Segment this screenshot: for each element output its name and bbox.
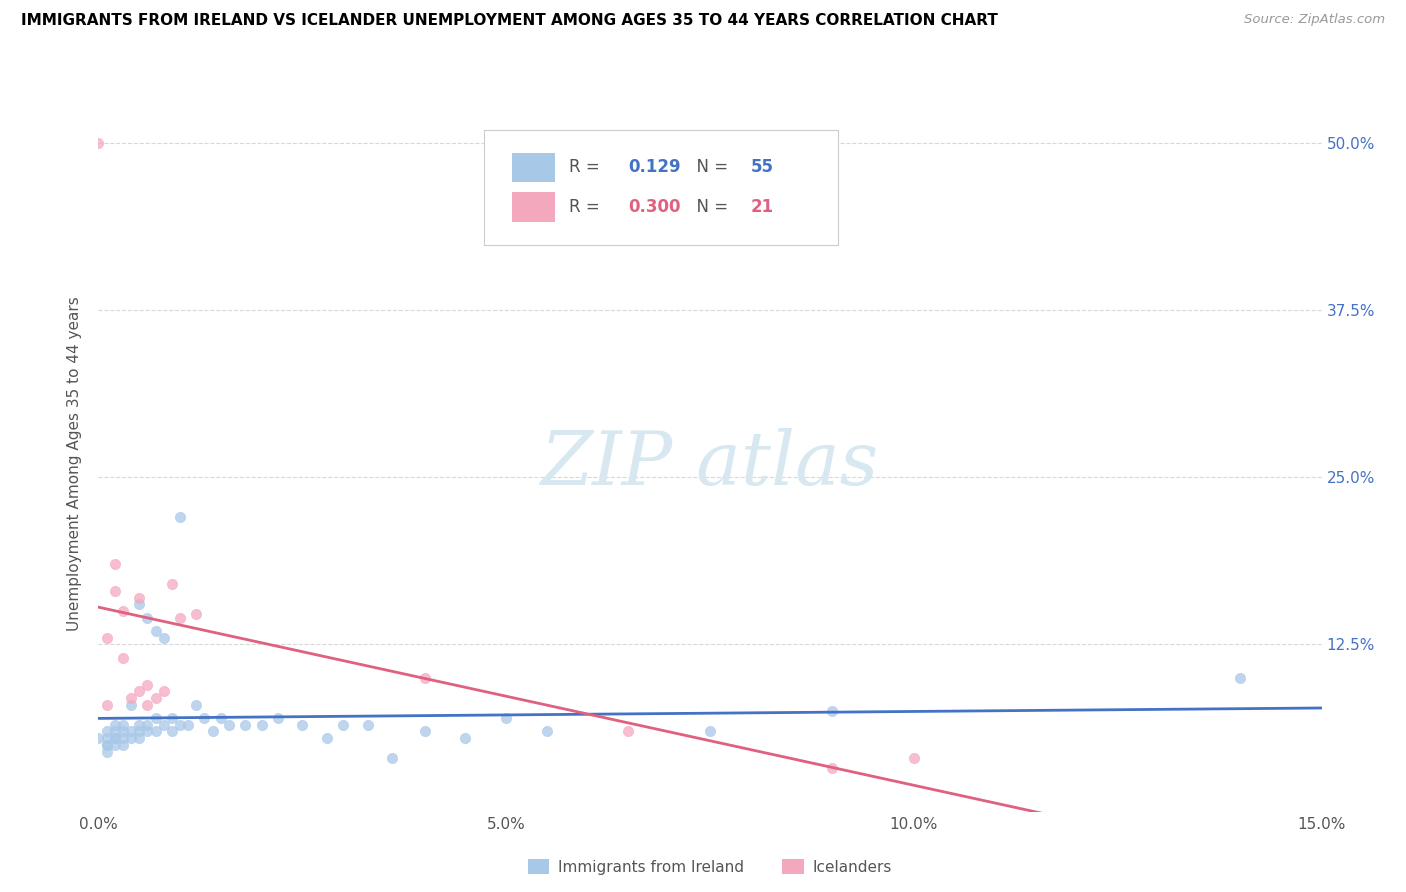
Point xyxy=(128,717,150,731)
Point xyxy=(315,731,337,746)
Point xyxy=(177,717,200,731)
Point xyxy=(111,604,134,618)
Point xyxy=(186,698,208,712)
Text: IMMIGRANTS FROM IRELAND VS ICELANDER UNEMPLOYMENT AMONG AGES 35 TO 44 YEARS CORR: IMMIGRANTS FROM IRELAND VS ICELANDER UNE… xyxy=(21,13,998,29)
Text: 21: 21 xyxy=(751,198,773,216)
Point xyxy=(152,631,174,645)
Text: R =: R = xyxy=(569,198,606,216)
Point xyxy=(821,705,844,719)
Point xyxy=(120,698,142,712)
Point xyxy=(111,724,134,739)
Point xyxy=(104,724,127,739)
FancyBboxPatch shape xyxy=(512,193,555,222)
Point xyxy=(152,717,174,731)
Point xyxy=(145,711,167,725)
Point xyxy=(413,724,436,739)
Text: N =: N = xyxy=(686,159,733,177)
Legend: Immigrants from Ireland, Icelanders: Immigrants from Ireland, Icelanders xyxy=(522,853,898,880)
Point xyxy=(381,751,404,765)
Point xyxy=(120,724,142,739)
Point xyxy=(903,751,925,765)
Point xyxy=(169,611,191,625)
Point xyxy=(87,136,110,150)
Point xyxy=(96,631,118,645)
Point xyxy=(128,724,150,739)
Point xyxy=(104,717,127,731)
Point xyxy=(356,717,378,731)
Text: N =: N = xyxy=(686,198,733,216)
Point xyxy=(120,690,142,705)
Point xyxy=(201,724,224,739)
Point xyxy=(209,711,232,725)
Point xyxy=(136,698,159,712)
Point xyxy=(96,731,118,746)
Point xyxy=(128,731,150,746)
Point xyxy=(96,738,118,752)
Point xyxy=(96,724,118,739)
Text: 0.300: 0.300 xyxy=(628,198,681,216)
Point xyxy=(104,738,127,752)
Point xyxy=(128,684,150,698)
Point xyxy=(96,738,118,752)
Point xyxy=(454,731,477,746)
Point xyxy=(145,724,167,739)
Point xyxy=(169,510,191,524)
Point xyxy=(104,731,127,746)
Point xyxy=(332,717,354,731)
Point xyxy=(169,717,191,731)
Text: 55: 55 xyxy=(751,159,773,177)
Point xyxy=(111,738,134,752)
Y-axis label: Unemployment Among Ages 35 to 44 years: Unemployment Among Ages 35 to 44 years xyxy=(67,296,83,632)
Point xyxy=(1229,671,1251,685)
Point xyxy=(104,731,127,746)
Point xyxy=(104,557,127,572)
Point xyxy=(136,678,159,692)
Text: Source: ZipAtlas.com: Source: ZipAtlas.com xyxy=(1244,13,1385,27)
Point xyxy=(495,711,517,725)
Point xyxy=(111,731,134,746)
FancyBboxPatch shape xyxy=(484,130,838,244)
Point xyxy=(250,717,273,731)
Point xyxy=(699,724,721,739)
Point xyxy=(233,717,256,731)
Point xyxy=(218,717,240,731)
Text: 0.129: 0.129 xyxy=(628,159,681,177)
Point xyxy=(821,760,844,774)
Point xyxy=(145,690,167,705)
Point xyxy=(111,717,134,731)
Point xyxy=(96,698,118,712)
Point xyxy=(136,717,159,731)
FancyBboxPatch shape xyxy=(512,153,555,182)
Point xyxy=(128,591,150,605)
Point xyxy=(111,651,134,665)
Text: R =: R = xyxy=(569,159,606,177)
Point xyxy=(617,724,640,739)
Point xyxy=(120,731,142,746)
Point xyxy=(160,724,183,739)
Point xyxy=(87,731,110,746)
Point xyxy=(152,684,174,698)
Point xyxy=(291,717,314,731)
Point xyxy=(104,584,127,599)
Point xyxy=(145,624,167,639)
Point xyxy=(128,598,150,612)
Point xyxy=(160,711,183,725)
Point xyxy=(267,711,290,725)
Point xyxy=(193,711,215,725)
Text: ZIP atlas: ZIP atlas xyxy=(541,427,879,500)
Point xyxy=(536,724,558,739)
Point xyxy=(186,607,208,621)
Point xyxy=(160,577,183,591)
Point xyxy=(136,724,159,739)
Point xyxy=(136,611,159,625)
Point xyxy=(96,744,118,758)
Point xyxy=(413,671,436,685)
